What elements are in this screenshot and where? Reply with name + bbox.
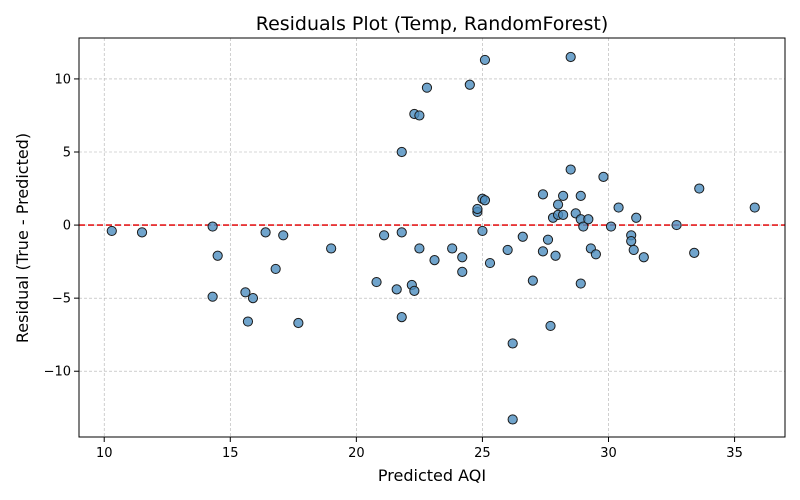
scatter-point [457,252,468,263]
scatter-point [477,225,488,237]
scatter-point [409,285,420,296]
scatter-point [552,199,564,210]
scatter-point [575,190,586,201]
scatter-point [414,110,425,121]
scatter-point [326,243,337,254]
y-tick-label: 10 [54,72,71,87]
x-tick-label: 25 [474,446,491,461]
x-axis-ticks: 10 15 20 25 30 35 [96,437,743,461]
scatter-point [396,312,407,323]
scatter-point [378,230,390,241]
scatter-point [694,183,705,194]
scatter-point [575,278,586,289]
scatter-point [502,244,513,256]
scatter-point [671,219,682,231]
scatter-point [545,320,556,332]
scatter-point [542,234,554,245]
y-tick-label: 5 [63,146,71,161]
scatter-point [247,293,259,304]
scatter-point [207,221,218,232]
scatter-point [583,214,594,225]
scatter-point [578,221,589,232]
scatter-point [396,227,407,238]
scatter-point [689,247,700,258]
y-axis-ticks: −10 −5 0 5 10 [44,72,79,380]
x-tick-label: 20 [348,446,365,461]
scatter-point [447,243,458,254]
scatter-point [472,203,483,215]
scatter-point [628,244,639,256]
scatter-point [749,202,760,213]
scatter-point [293,317,304,329]
scatter-point [613,202,624,213]
scatter-point [631,212,642,223]
y-tick-label: 0 [63,219,71,234]
scatter-point [464,79,475,90]
scatter-point [212,250,223,261]
x-tick-label: 15 [222,446,239,461]
scatter-point [598,171,609,182]
scatter-point [242,316,254,327]
scatter-point [207,291,218,302]
scatter-point [590,249,601,260]
scatter-point [278,230,289,241]
x-tick-label: 10 [96,446,113,461]
scatter-point [537,246,549,257]
y-tick-label: −5 [52,292,71,307]
scatter-point [558,209,569,220]
scatter-point [479,195,491,206]
scatter-point [507,414,518,425]
x-tick-label: 30 [600,446,617,461]
scatter-point [537,189,549,200]
scatter-point [605,221,617,232]
scatter-point [371,276,382,288]
scatter-point [565,164,576,175]
scatter-point [106,225,117,237]
scatter-point [270,263,281,275]
scatter-point [550,250,561,261]
scatter-point [457,266,468,277]
scatter-point [479,54,491,66]
scatter-point [558,190,569,201]
scatter-point [517,231,528,242]
x-axis-label: Predicted AQI [378,466,486,485]
scatter-point [626,236,637,247]
chart-title: Residuals Plot (Temp, RandomForest) [256,13,609,35]
scatter-point [638,252,649,263]
scatter-point [240,287,251,298]
scatter-point [414,243,425,254]
scatter-point [421,82,433,93]
scatter-point [507,338,518,349]
y-tick-label: −10 [44,365,71,380]
scatter-point [527,275,538,286]
scatter-point [260,227,271,238]
scatter-point [136,227,148,238]
scatter-point [565,51,576,63]
scatter-point [391,284,402,295]
x-tick-label: 35 [726,446,743,461]
scatter-point [396,146,407,158]
y-axis-label: Residual (True - Predicted) [13,133,32,343]
scatter-point [484,257,496,269]
plot-area-frame [78,37,786,438]
data-points [106,51,760,425]
scatter-point [429,255,440,266]
